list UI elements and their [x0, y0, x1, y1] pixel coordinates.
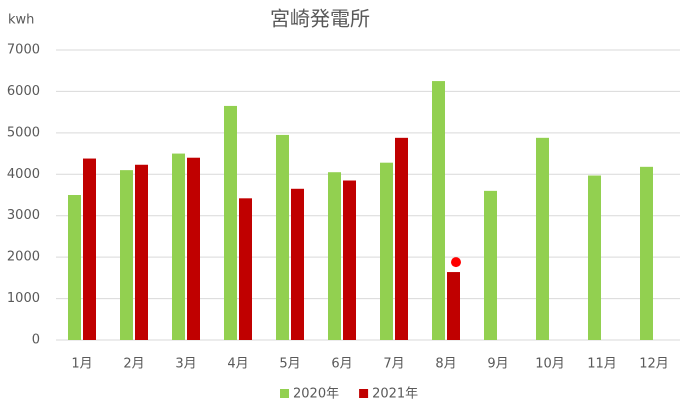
x-tick-label: 8月	[435, 357, 456, 372]
bar	[536, 137, 549, 340]
x-tick-label: 6月	[331, 357, 352, 372]
y-tick-label: 5000	[7, 125, 40, 140]
y-tick-label: 0	[32, 333, 40, 348]
bar	[640, 166, 653, 340]
bar	[395, 137, 408, 340]
chart-title: 宮崎発電所	[270, 7, 370, 31]
x-tick-label: 1月	[71, 357, 92, 372]
x-tick-label: 4月	[227, 357, 248, 372]
bar	[83, 158, 96, 340]
x-tick-label: 12月	[639, 357, 669, 372]
annotation-point	[451, 257, 461, 268]
y-tick-label: 6000	[7, 84, 40, 99]
x-tick-label: 11月	[587, 357, 617, 372]
y-tick-label: 2000	[7, 250, 40, 265]
x-tick-label: 9月	[487, 357, 508, 372]
legend-label: 2020年	[293, 387, 339, 402]
bar	[484, 190, 497, 340]
bar	[135, 164, 148, 340]
bar	[120, 170, 133, 340]
bar	[380, 162, 393, 340]
bar	[588, 175, 601, 340]
y-axis-label: kwh	[8, 13, 34, 28]
x-tick-label: 5月	[279, 357, 300, 372]
y-tick-label: 4000	[7, 167, 40, 182]
legend-label: 2021年	[372, 387, 418, 402]
legend-swatch	[280, 389, 289, 398]
bar	[172, 153, 185, 340]
bar	[291, 188, 304, 340]
bar	[276, 134, 289, 340]
x-tick-label: 10月	[535, 357, 565, 372]
bar	[224, 105, 237, 340]
y-tick-label: 3000	[7, 208, 40, 223]
y-tick-label: 1000	[7, 291, 40, 306]
bar	[447, 272, 460, 340]
x-tick-label: 3月	[175, 357, 196, 372]
bar	[328, 172, 341, 340]
y-tick-label: 7000	[7, 43, 40, 58]
bar	[343, 180, 356, 340]
legend-swatch	[359, 389, 369, 398]
bar	[187, 157, 200, 340]
x-tick-label: 7月	[383, 357, 404, 372]
bar	[239, 198, 252, 340]
bar	[432, 81, 445, 341]
x-tick-label: 2月	[123, 357, 144, 372]
bar	[68, 195, 81, 340]
